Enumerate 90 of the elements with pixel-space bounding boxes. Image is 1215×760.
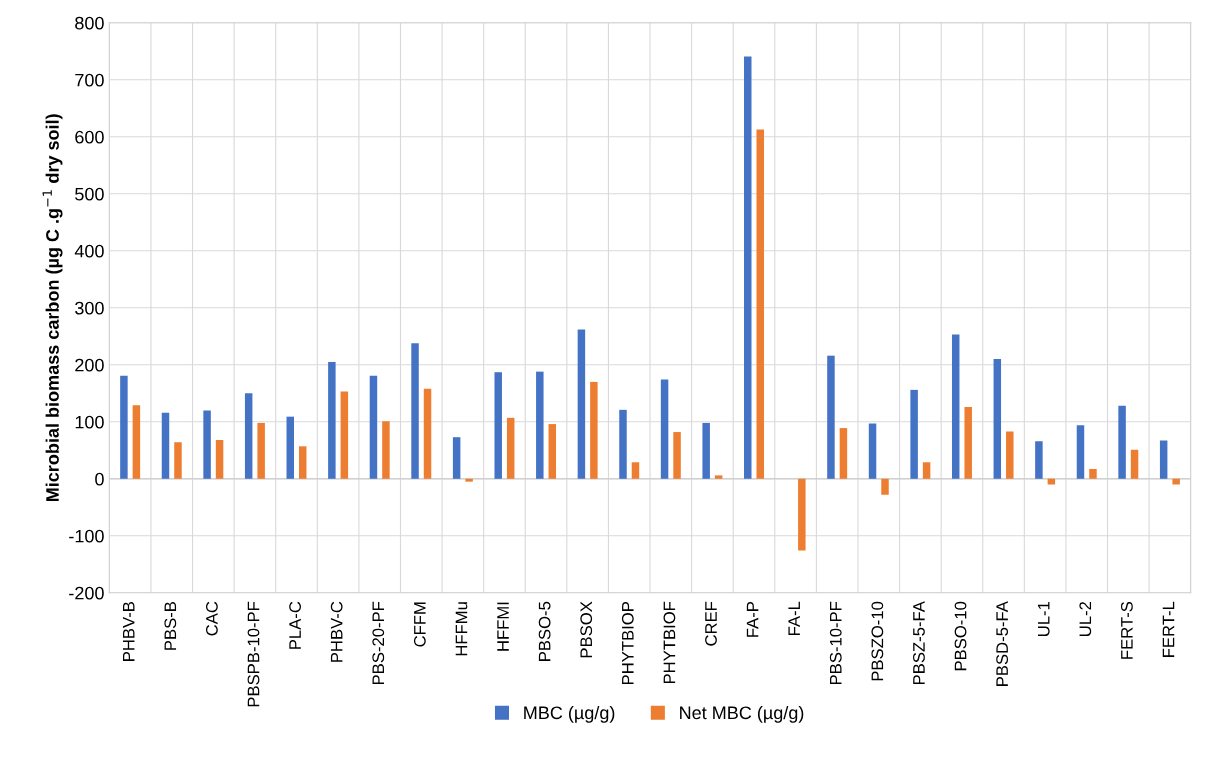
bar	[590, 381, 598, 479]
x-tick-label: PBSPB-10-PF	[247, 601, 260, 707]
x-tick-label: PBSO-10	[954, 601, 967, 671]
bar	[839, 428, 848, 479]
x-tick-label: PHYTBIOP	[621, 602, 634, 685]
bar	[132, 405, 141, 479]
bar	[673, 432, 681, 479]
bar	[993, 359, 1002, 479]
bar	[382, 421, 390, 479]
x-tick-label: PLA-C	[289, 601, 301, 649]
y-tick-label: 200	[75, 358, 104, 372]
y-tick-label: 800	[75, 16, 104, 30]
bar	[328, 361, 336, 479]
bar	[881, 478, 889, 495]
y-tick-label: -200	[69, 586, 104, 600]
x-tick-label: UL-2	[1079, 601, 1092, 636]
x-tick-label: UL-1	[1037, 601, 1050, 636]
bar	[257, 422, 265, 479]
y-tick-label: 300	[75, 301, 104, 315]
bar	[1076, 425, 1085, 479]
x-tick-label: FA-P	[746, 602, 759, 637]
bar	[548, 424, 557, 479]
bar	[1159, 440, 1168, 479]
x-tick-label: PBS-10-PF	[829, 601, 842, 685]
legend-label: Net MBC (µg/g)	[680, 705, 804, 723]
bar	[702, 422, 710, 479]
y-tick-label: 400	[74, 244, 104, 258]
x-tick-label: HFFMu	[455, 602, 468, 656]
x-tick-label: FERT-S	[1120, 601, 1133, 659]
x-tick-label: PBS-20-PF	[372, 601, 385, 685]
bar	[506, 417, 515, 479]
x-tick-label: PBSZO-10	[871, 601, 884, 681]
bar	[631, 462, 640, 479]
bar	[174, 442, 182, 479]
x-tick-label: PHBV-C	[330, 601, 343, 662]
bar	[1006, 431, 1014, 479]
bar	[340, 391, 349, 479]
x-tick-label: PBSO-5	[538, 601, 551, 661]
bar	[714, 475, 723, 479]
legend-label: MBC (µg/g)	[524, 705, 615, 723]
bar	[1035, 441, 1043, 479]
y-axis-title: Microbial biomass carbon (µg C .g$^{−1}$ dry soil)	[42, 114, 63, 502]
bar	[286, 416, 295, 479]
x-tick-label: CFFM	[413, 602, 426, 647]
bar	[1172, 478, 1180, 485]
x-tick-label: PHBV-B	[122, 602, 135, 661]
bar	[465, 478, 473, 482]
bar	[369, 375, 378, 479]
bar	[536, 371, 544, 479]
x-tick-label: CAC	[206, 601, 218, 636]
bar	[494, 372, 502, 479]
bar	[411, 343, 419, 479]
y-tick-label: -100	[69, 529, 104, 543]
bar	[1130, 449, 1139, 479]
bar	[910, 389, 918, 479]
y-tick-label: 600	[75, 130, 104, 144]
x-tick-label: CREF	[705, 601, 717, 646]
bar	[798, 478, 806, 551]
bar	[922, 462, 931, 479]
y-tick-label: 500	[75, 187, 104, 201]
bar	[660, 379, 669, 479]
bar	[951, 334, 960, 479]
bar	[756, 129, 764, 479]
bar	[964, 406, 972, 479]
bar	[244, 393, 253, 479]
bar	[577, 329, 586, 479]
y-tick-label: 100	[75, 415, 104, 429]
x-tick-label: PBS-B	[164, 602, 177, 650]
bar	[423, 388, 432, 479]
bar	[744, 56, 752, 479]
y-tick-label: 700	[75, 73, 104, 87]
x-tick-label: PHYTBIOF	[663, 601, 676, 684]
bar	[203, 410, 211, 479]
bar	[452, 437, 461, 479]
bar	[215, 440, 224, 479]
bar	[1118, 405, 1126, 479]
x-tick-label: FERT-L	[1162, 601, 1175, 657]
bar	[868, 423, 877, 479]
bar	[1089, 469, 1097, 479]
bar	[299, 446, 307, 479]
bar	[120, 375, 128, 479]
bar	[619, 409, 627, 479]
bar	[827, 355, 835, 479]
x-tick-label: PBSD-5-FA	[996, 601, 1009, 686]
bar	[161, 412, 170, 479]
x-tick-label: FA-L	[788, 601, 800, 635]
y-tick-label: 0	[95, 472, 104, 486]
x-tick-label: PBSOX	[580, 601, 593, 658]
x-tick-label: HFFMI	[497, 602, 509, 651]
x-tick-label: PBSZ-5-FA	[913, 601, 925, 685]
